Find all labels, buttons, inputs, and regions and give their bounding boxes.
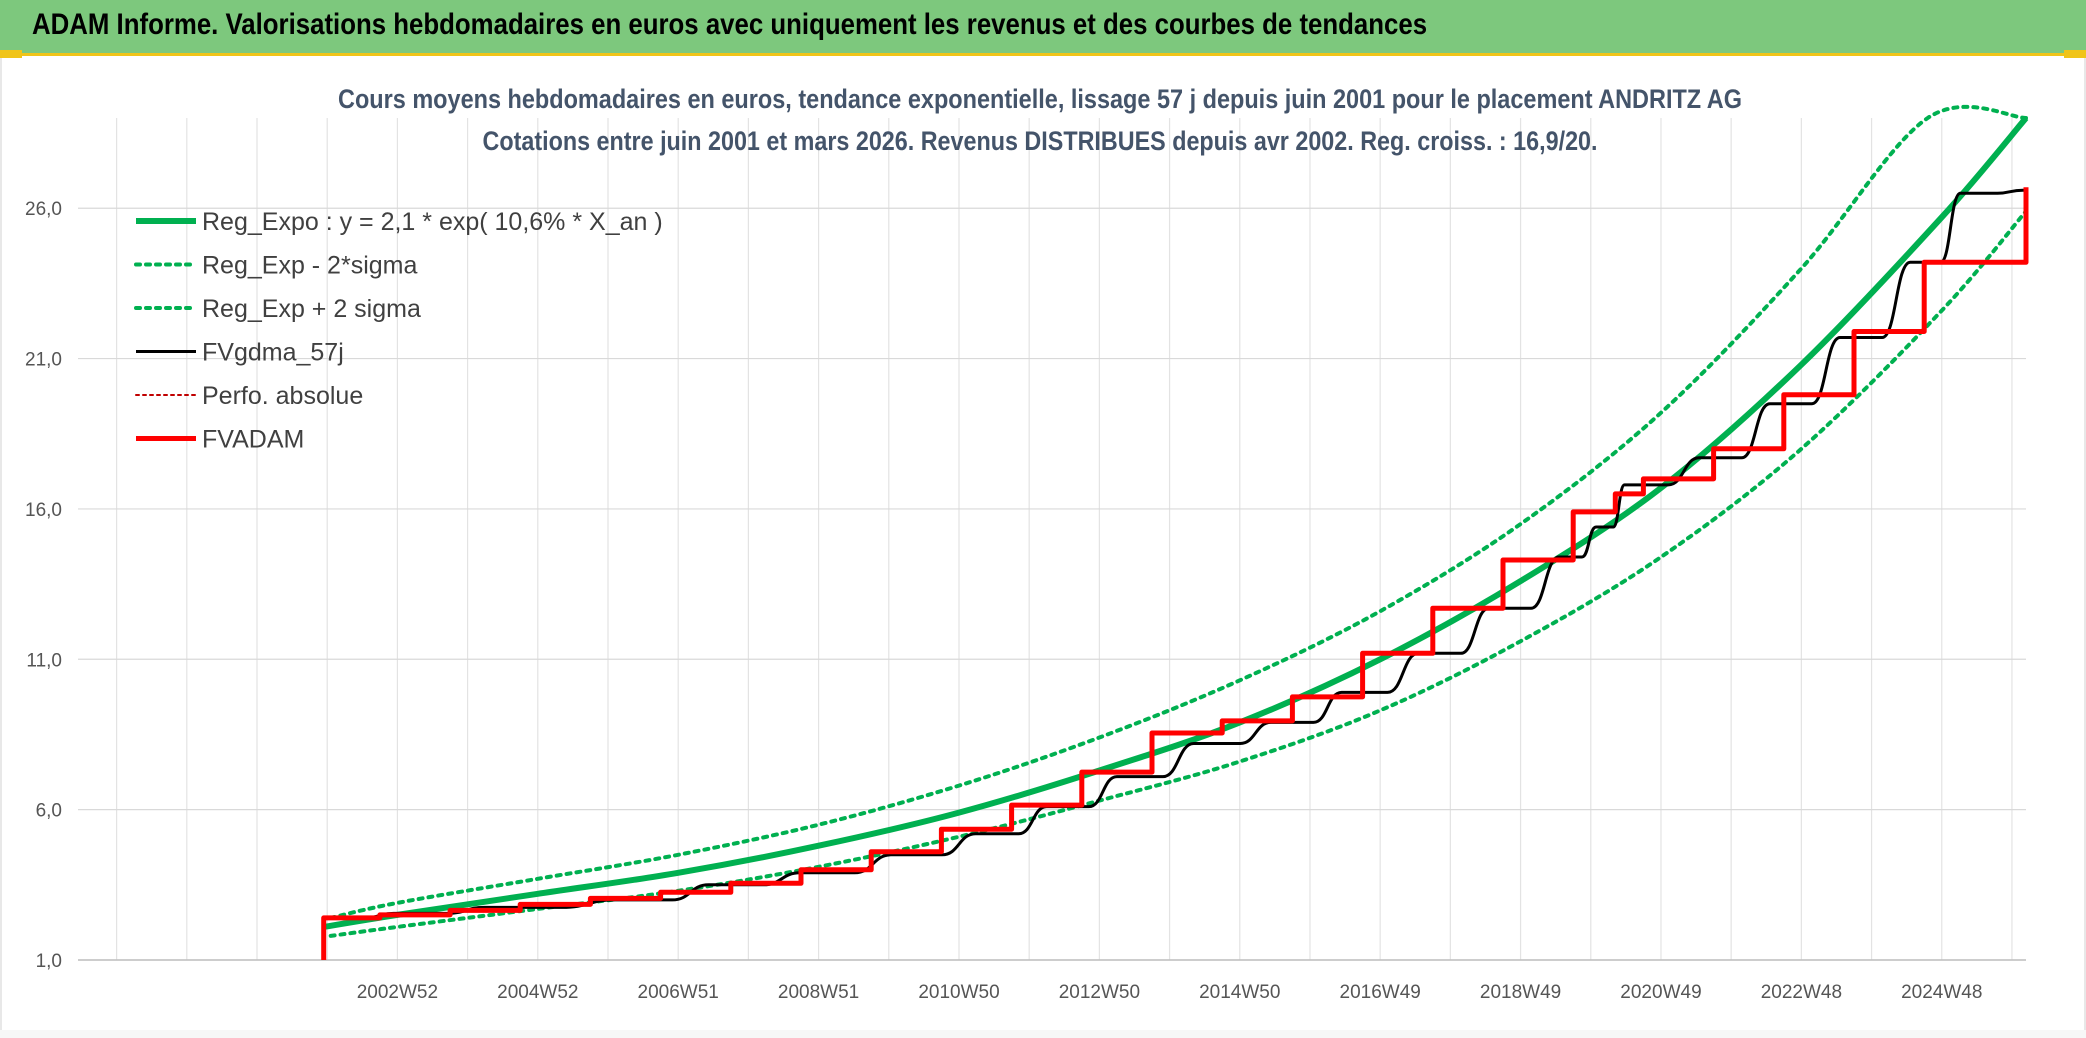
x-tick-label: 2018W49	[1480, 982, 1561, 1003]
y-tick-label: 26,0	[25, 199, 62, 220]
x-tick-label: 2010W50	[918, 982, 999, 1003]
x-tick-label: 2006W51	[638, 982, 719, 1003]
series-layer	[321, 104, 2029, 960]
series-line-2	[328, 104, 2028, 920]
grid-layer	[78, 118, 2026, 961]
legend-label: Perfo. absolue	[202, 382, 363, 410]
legend: Reg_Expo : y = 2,1 * exp( 10,6% * X_an )…	[134, 208, 663, 454]
bottom-strip	[0, 1030, 2086, 1038]
x-tick-label: 2012W50	[1059, 982, 1140, 1003]
axis-layer: 1,0 6,0 11,0 16,0 21,0 26,0 2002W52 2004W52 2006…	[25, 199, 2026, 1003]
x-tick-label: 2024W48	[1901, 982, 1982, 1003]
report-title: ADAM Informe. Valorisations hebdomadaire…	[32, 8, 1428, 41]
chart-title: Cours moyens hebdomadaires en euros, ten…	[338, 84, 1742, 114]
x-tick-label: 2022W48	[1761, 982, 1842, 1003]
corner-accent-right	[2064, 50, 2086, 58]
x-tick-label: 2004W52	[497, 982, 578, 1003]
y-tick-label: 1,0	[36, 951, 62, 972]
legend-label: Reg_Exp + 2 sigma	[202, 295, 421, 323]
legend-label: Reg_Expo : y = 2,1 * exp( 10,6% * X_an )	[202, 208, 663, 236]
legend-label: Reg_Exp - 2*sigma	[202, 252, 417, 280]
x-tick-label: 2008W51	[778, 982, 859, 1003]
y-tick-label: 16,0	[25, 500, 62, 521]
x-tick-label: 2016W49	[1340, 982, 1421, 1003]
legend-label: FVADAM	[202, 426, 304, 454]
y-tick-label: 6,0	[36, 801, 62, 822]
x-tick-label: 2020W49	[1620, 982, 1701, 1003]
report-header: ADAM Informe. Valorisations hebdomadaire…	[0, 0, 2086, 56]
y-tick-label: 21,0	[25, 350, 62, 371]
x-tick-label: 2002W52	[357, 982, 438, 1003]
series-line-5	[321, 187, 2029, 960]
chart-subtitle: Cotations entre juin 2001 et mars 2026. …	[483, 126, 1598, 156]
corner-accent-left	[0, 50, 22, 58]
series-line-0	[323, 116, 2029, 930]
y-tick-label: 11,0	[26, 650, 62, 671]
series-line-1	[328, 209, 2028, 938]
legend-label: FVgdma_57j	[202, 339, 344, 367]
x-tick-label: 2014W50	[1199, 982, 1280, 1003]
series-line-3	[323, 188, 2026, 920]
